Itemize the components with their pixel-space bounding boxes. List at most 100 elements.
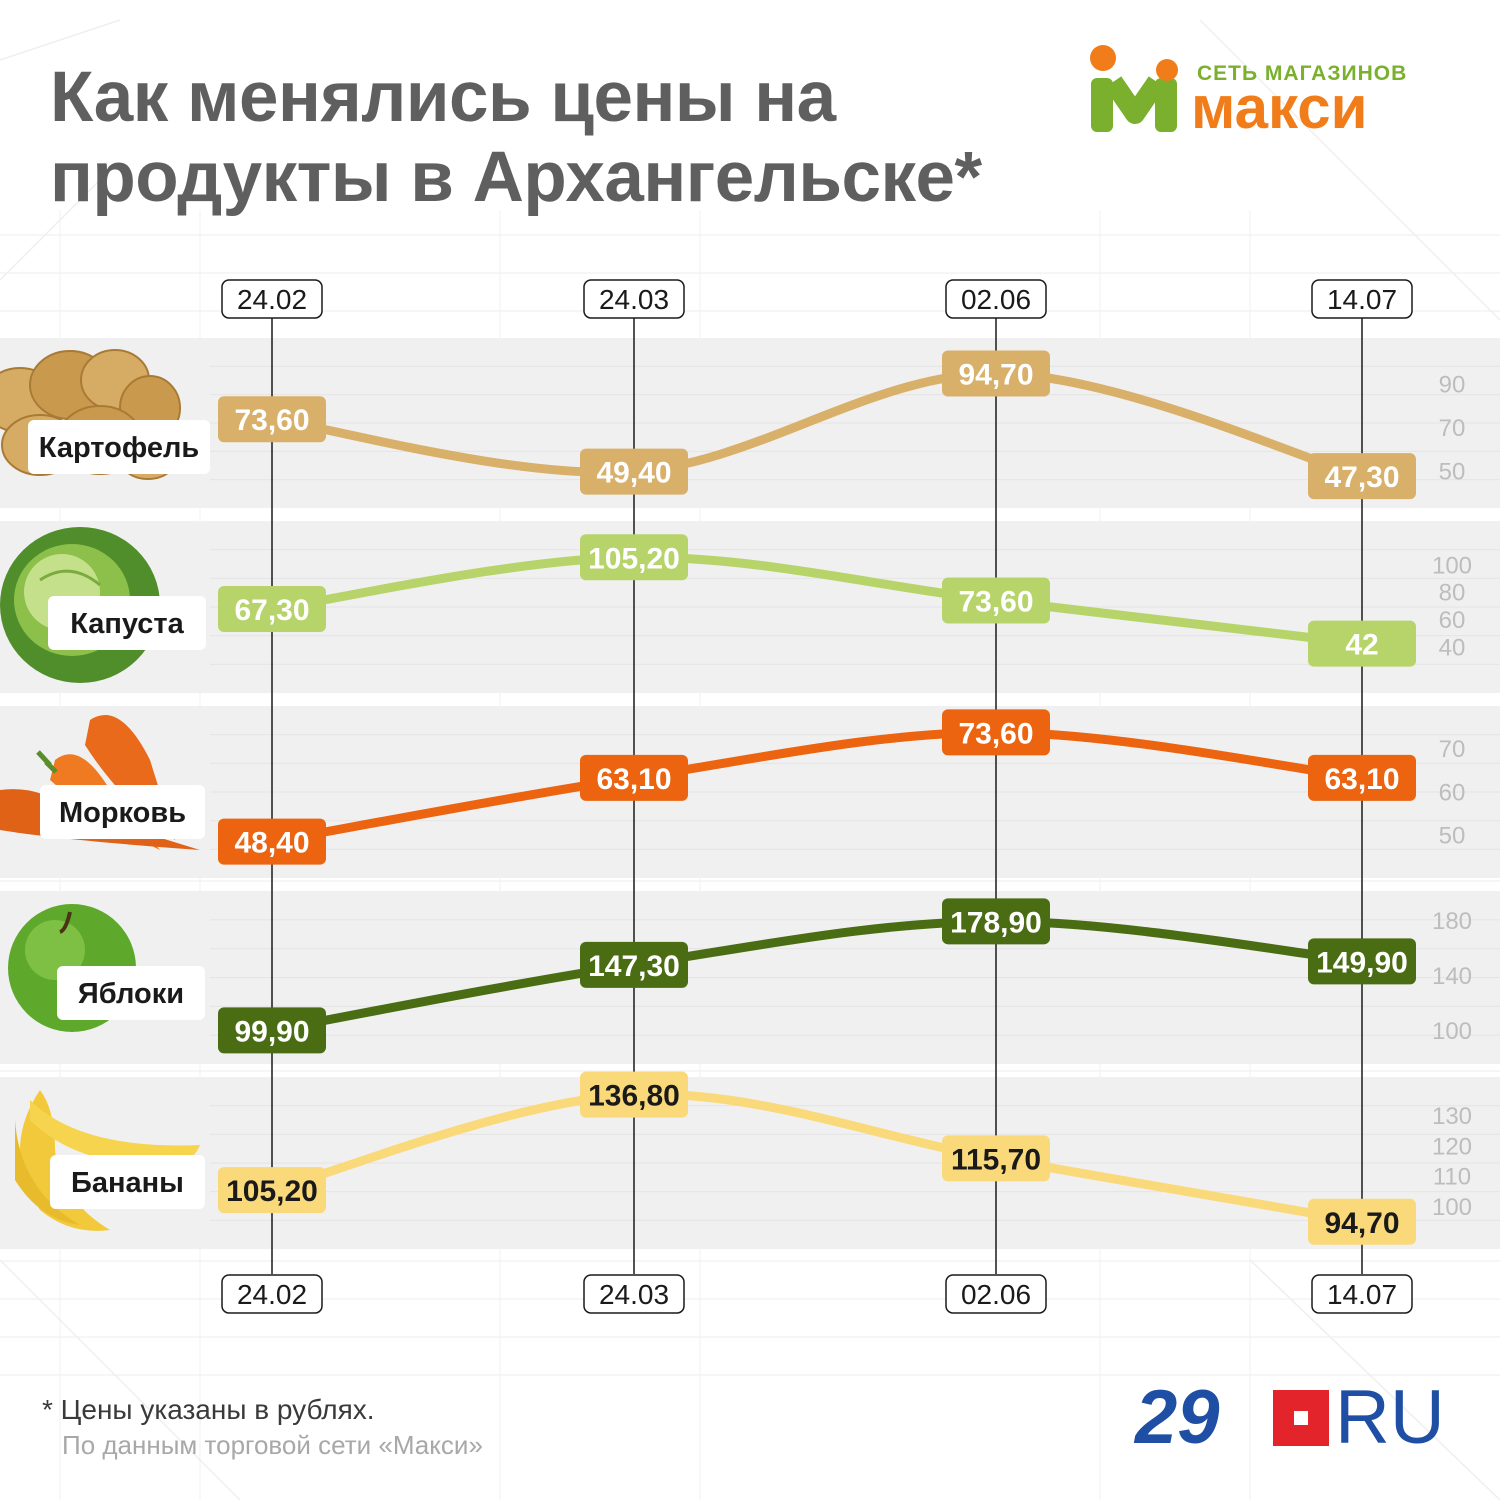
date-box-top-1-text: 24.02 xyxy=(237,284,307,315)
product-label-box-5 xyxy=(50,1155,205,1209)
axis-tick-2-2: 60 xyxy=(1439,607,1466,634)
data-label-5-4: 94,70 xyxy=(1324,1207,1399,1240)
data-label-4-3: 178,90 xyxy=(950,906,1042,939)
data-label-5-3: 115,70 xyxy=(951,1143,1041,1176)
date-box-bottom-1-text: 24.02 xyxy=(237,1279,307,1310)
data-point-4-4: 149,90 xyxy=(1308,938,1416,985)
29ru-number: 29 xyxy=(1135,1375,1220,1460)
date-box-top-2: 24.03 xyxy=(583,279,685,319)
data-label-3-3: 73,60 xyxy=(958,717,1033,750)
data-point-5-1: 105,20 xyxy=(218,1167,326,1214)
page-title: Как менялись цены на продукты в Архангел… xyxy=(50,58,982,217)
source-note: По данным торговой сети «Макси» xyxy=(62,1430,483,1460)
series-5: Бананы 100 110 120 130 105,20 136,80 115,70 94,7… xyxy=(15,1071,1472,1245)
axis-tick-5-1: 100 xyxy=(1432,1194,1472,1221)
axis-tick-1-2: 70 xyxy=(1439,415,1466,442)
data-point-5-4: 94,70 xyxy=(1308,1198,1416,1245)
product-name-1: Картофель xyxy=(39,432,199,464)
axis-tick-3-2: 60 xyxy=(1439,779,1466,806)
axis-tick-1-3: 90 xyxy=(1439,372,1466,399)
banana-icon xyxy=(15,1090,200,1231)
series-1: Картофель 50 70 90 73,60 49,40 94,70 47,30 xyxy=(0,349,1466,500)
date-box-bottom-4-text: 14.07 xyxy=(1327,1279,1397,1310)
data-point-2-1: 67,30 xyxy=(218,586,326,633)
footnote: * Цены указаны в рублях. xyxy=(42,1394,375,1425)
series-3: Морковь 50 60 70 48,40 63,10 73,60 63,10 xyxy=(0,709,1466,865)
data-label-3-4: 63,10 xyxy=(1324,763,1399,796)
maxi-name: макси xyxy=(1191,74,1368,141)
product-label-box-4 xyxy=(57,966,205,1020)
data-label-4-1: 99,90 xyxy=(234,1015,309,1048)
axis-tick-2-4: 100 xyxy=(1432,552,1472,579)
data-point-5-2: 136,80 xyxy=(580,1071,688,1118)
product-label-box-3 xyxy=(40,785,205,839)
data-label-5-1: 105,20 xyxy=(226,1175,318,1208)
maxi-mark-icon xyxy=(1090,45,1178,132)
axis-tick-3-3: 70 xyxy=(1439,736,1466,763)
data-point-2-3: 73,60 xyxy=(942,577,1050,624)
data-point-5-3: 115,70 xyxy=(942,1135,1050,1182)
data-point-1-1: 73,60 xyxy=(218,396,326,443)
data-point-4-3: 178,90 xyxy=(942,898,1050,945)
data-point-3-2: 63,10 xyxy=(580,754,688,801)
data-label-1-4: 47,30 xyxy=(1324,461,1399,494)
data-label-4-4: 149,90 xyxy=(1316,946,1408,979)
date-box-top-2-text: 24.03 xyxy=(599,284,669,315)
axis-tick-2-1: 40 xyxy=(1439,634,1466,661)
series-line-1 xyxy=(267,368,1367,481)
series-line-5 xyxy=(267,1089,1367,1227)
data-label-1-3: 94,70 xyxy=(958,358,1033,391)
date-box-bottom-1: 24.02 xyxy=(221,1274,323,1314)
product-name-2: Капуста xyxy=(70,608,184,640)
product-name-5: Бананы xyxy=(71,1167,184,1199)
data-label-1-2: 49,40 xyxy=(596,457,671,490)
product-name-3: Морковь xyxy=(59,797,186,829)
series-4: Яблоки 100 140 180 99,90 147,30 178,90 149,90 xyxy=(8,898,1472,1054)
axis-tick-4-1: 100 xyxy=(1432,1018,1472,1045)
data-label-2-1: 67,30 xyxy=(234,594,309,627)
axis-tick-1-1: 50 xyxy=(1439,458,1466,485)
data-point-3-4: 63,10 xyxy=(1308,754,1416,801)
data-point-4-1: 99,90 xyxy=(218,1007,326,1054)
29ru-logo: 29 RU xyxy=(1135,1378,1445,1458)
series-line-3 xyxy=(267,727,1367,847)
data-point-1-3: 94,70 xyxy=(942,350,1050,397)
date-box-bottom-3: 02.06 xyxy=(945,1274,1047,1314)
date-box-bottom-3-text: 02.06 xyxy=(961,1279,1031,1310)
axis-tick-2-3: 80 xyxy=(1439,580,1466,607)
date-box-top-3: 02.06 xyxy=(945,279,1047,319)
29ru-square-icon xyxy=(1273,1390,1329,1446)
product-label-box-2 xyxy=(48,596,206,650)
product-label-box-1 xyxy=(28,420,210,474)
data-label-2-2: 105,20 xyxy=(588,542,680,575)
date-box-bottom-2: 24.03 xyxy=(583,1274,685,1314)
data-label-1-1: 73,60 xyxy=(234,404,309,437)
maxi-network-label: СЕТЬ МАГАЗИНОВ xyxy=(1197,62,1408,85)
data-point-2-4: 42 xyxy=(1308,620,1416,667)
data-label-2-3: 73,60 xyxy=(958,585,1033,618)
data-point-1-4: 47,30 xyxy=(1308,453,1416,500)
axis-tick-4-2: 140 xyxy=(1432,963,1472,990)
axis-tick-3-1: 50 xyxy=(1439,823,1466,850)
data-label-4-2: 147,30 xyxy=(588,950,680,983)
series-line-4 xyxy=(267,916,1367,1035)
product-name-4: Яблоки xyxy=(78,978,184,1010)
data-point-4-2: 147,30 xyxy=(580,941,688,988)
data-label-2-4: 42 xyxy=(1345,629,1378,662)
data-label-3-1: 48,40 xyxy=(234,827,309,860)
date-box-top-1: 24.02 xyxy=(221,279,323,319)
maxi-logo: СЕТЬ МАГАЗИНОВ макси xyxy=(1085,42,1425,142)
data-point-2-2: 105,20 xyxy=(580,534,688,581)
data-point-3-1: 48,40 xyxy=(218,818,326,865)
date-box-top-4: 14.07 xyxy=(1311,279,1413,319)
axis-tick-5-3: 120 xyxy=(1432,1133,1472,1160)
axis-tick-5-2: 110 xyxy=(1433,1164,1471,1191)
data-label-5-2: 136,80 xyxy=(588,1080,680,1113)
date-box-top-3-text: 02.06 xyxy=(961,284,1031,315)
date-box-bottom-4: 14.07 xyxy=(1311,1274,1413,1314)
date-box-bottom-2-text: 24.03 xyxy=(599,1279,669,1310)
axis-tick-4-3: 180 xyxy=(1432,908,1472,935)
